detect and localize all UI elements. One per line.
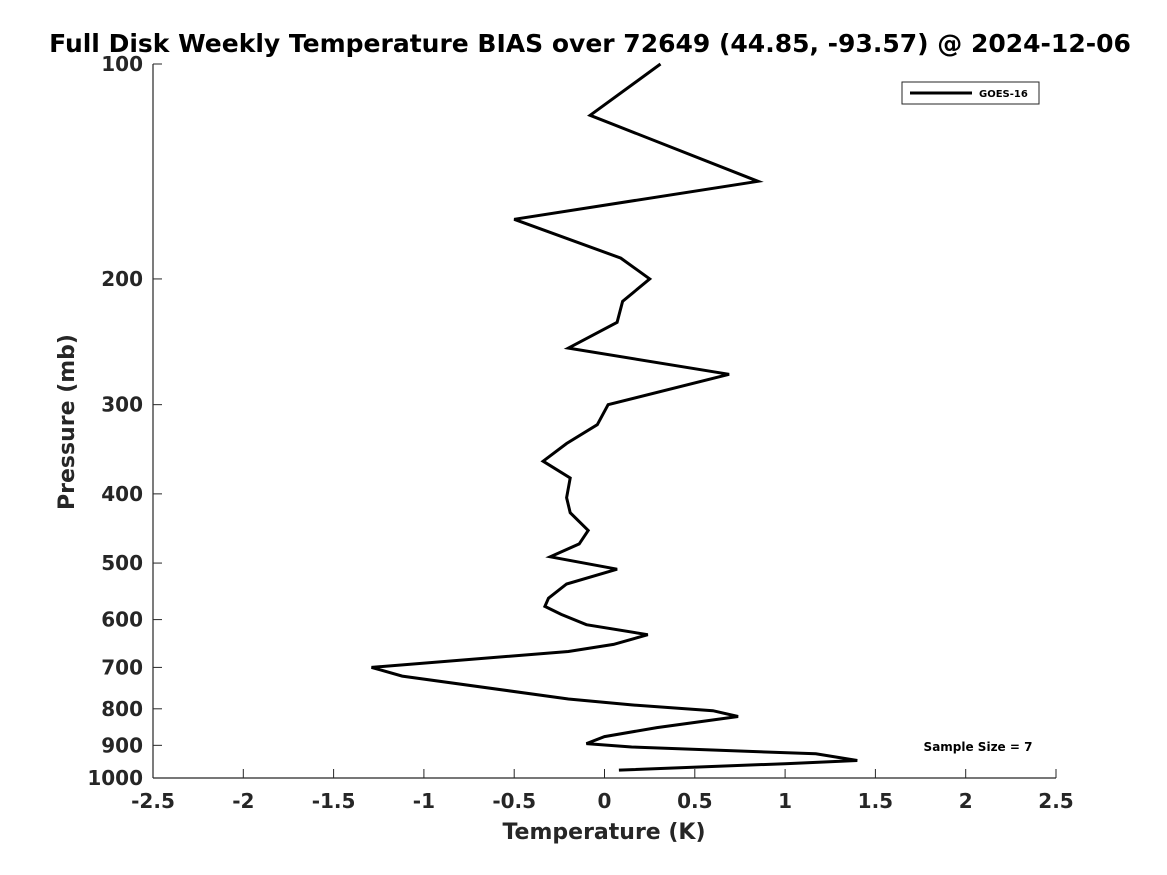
x-tick-label: 2 — [959, 789, 973, 813]
chart-title: Full Disk Weekly Temperature BIAS over 7… — [49, 29, 1131, 58]
x-tick-label: 0.5 — [677, 789, 712, 813]
legend-label-goes16: GOES-16 — [979, 89, 1028, 100]
x-tick-label: 2.5 — [1038, 789, 1073, 813]
series-group — [371, 62, 858, 772]
y-ticks: 100 200 300 400 500 600 700 800 900 1000 — [87, 52, 162, 790]
sample-size-note: Sample Size = 7 — [924, 740, 1033, 754]
y-tick-label: 400 — [101, 482, 143, 506]
y-tick-label: 500 — [101, 551, 143, 575]
x-tick-label: -2 — [232, 789, 254, 813]
x-tick-label: 1.5 — [858, 789, 893, 813]
x-tick-label: -2.5 — [131, 789, 175, 813]
y-tick-label: 300 — [101, 393, 143, 417]
y-tick-label: 600 — [101, 608, 143, 632]
x-tick-label: 0 — [598, 789, 612, 813]
y-tick-label: 900 — [101, 733, 143, 757]
x-tick-label: -0.5 — [492, 789, 536, 813]
x-tick-label: -1.5 — [312, 789, 356, 813]
x-axis-label: Temperature (K) — [502, 820, 705, 845]
x-tick-label: -1 — [413, 789, 435, 813]
y-tick-label: 200 — [101, 267, 143, 291]
y-tick-label: 800 — [101, 697, 143, 721]
y-axis-label: Pressure (mb) — [55, 334, 80, 510]
series-line-goes-16 — [371, 62, 858, 772]
y-tick-label: 700 — [101, 655, 143, 679]
x-ticks: -2.5 -2 -1.5 -1 -0.5 0 0.5 1 1.5 2 2.5 — [131, 769, 1074, 813]
x-tick-label: 1 — [778, 789, 792, 813]
legend: GOES-16 — [901, 81, 1040, 105]
y-tick-label: 1000 — [87, 766, 143, 790]
y-tick-label: 100 — [101, 52, 143, 76]
